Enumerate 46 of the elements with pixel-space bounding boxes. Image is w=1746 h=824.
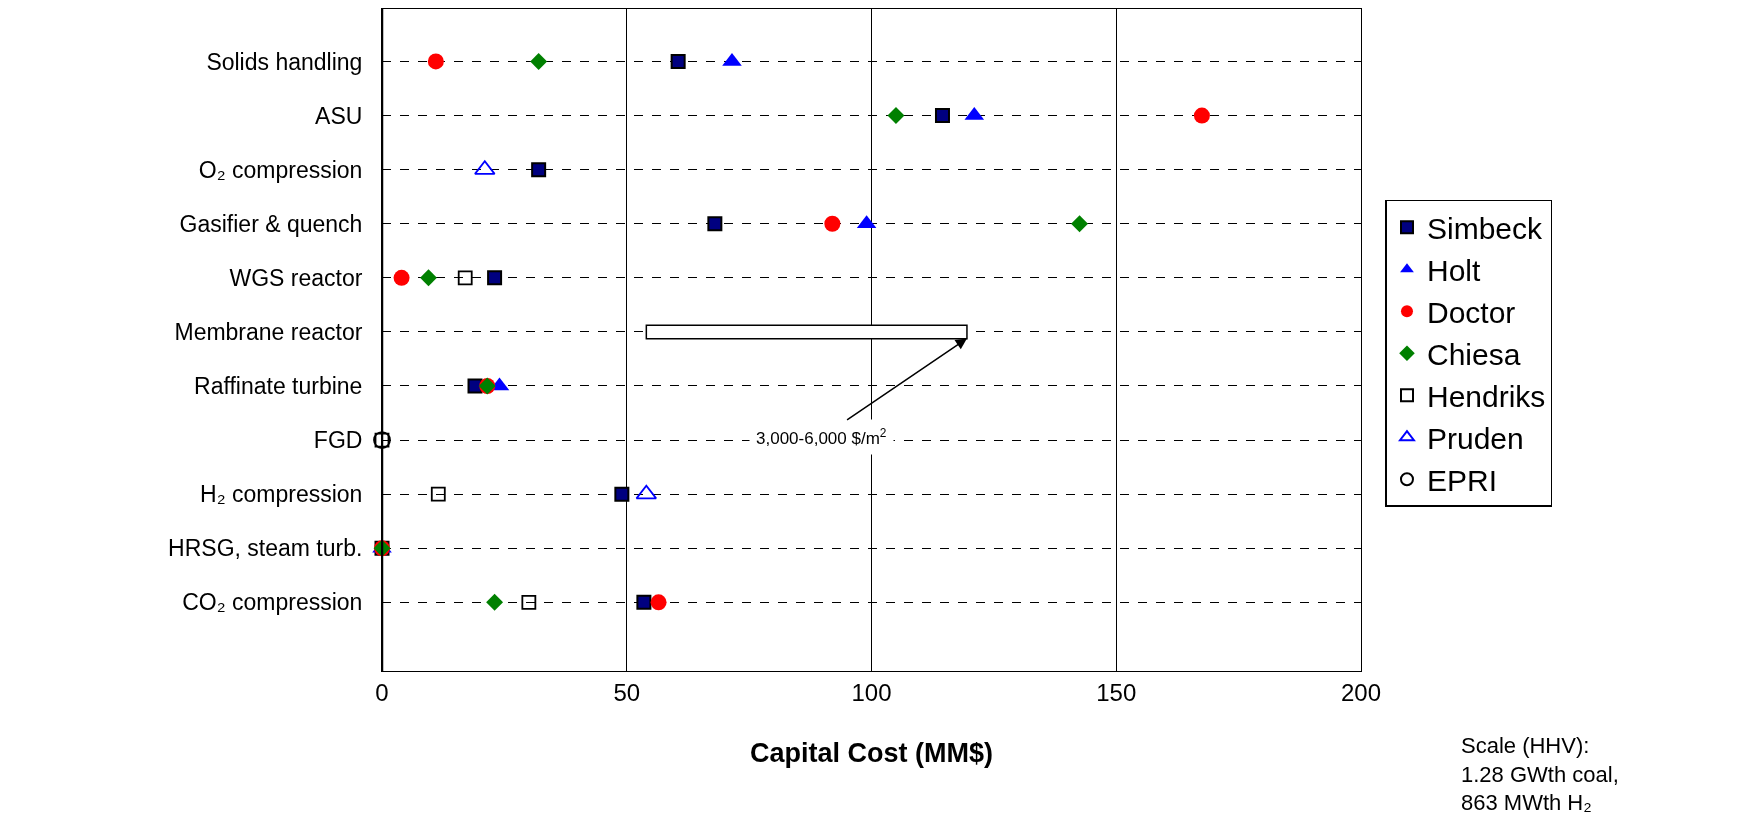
text: Scale (HHV): 1.28 GWth coal, 863 MWth H₂ xyxy=(1461,733,1619,816)
y-tick-label: Membrane reactor xyxy=(174,318,363,345)
legend-label: Pruden xyxy=(1426,421,1524,455)
y-tick-label: ASU xyxy=(315,102,363,129)
legend-label: Simbeck xyxy=(1426,211,1544,245)
x-tick-label: 0 xyxy=(375,678,389,706)
point xyxy=(707,216,723,232)
x-tick-label: 150 xyxy=(1096,678,1137,706)
legend-label: Hendriks xyxy=(1426,379,1546,413)
point xyxy=(457,270,473,286)
y-tick-label: HRSG, steam turb. xyxy=(168,535,363,562)
x-axis-title: Capital Cost (MM$) xyxy=(750,738,993,769)
point xyxy=(486,593,504,611)
point xyxy=(1193,107,1210,124)
point xyxy=(670,53,686,69)
y-tick-label: H₂ compression xyxy=(200,481,363,508)
point xyxy=(430,486,446,502)
legend-label: EPRI xyxy=(1426,463,1498,497)
x-tick-label: 50 xyxy=(613,678,641,706)
y-tick-label: Solids handling xyxy=(206,48,363,75)
y-tick-label: WGS reactor xyxy=(229,264,363,291)
point xyxy=(531,162,547,178)
point xyxy=(1071,215,1088,233)
legend-label: Chiesa xyxy=(1426,337,1521,371)
point xyxy=(487,270,503,286)
y-tick-label: Raffinate turbine xyxy=(194,373,363,400)
point xyxy=(420,269,437,287)
legend-label: Holt xyxy=(1426,253,1481,287)
y-tick-label: Gasifier & quench xyxy=(179,210,363,237)
point xyxy=(824,215,841,232)
point xyxy=(393,269,410,286)
annotation: 3,000-6,000 $/m$^{2}$ xyxy=(756,426,887,449)
legend-label: Doctor xyxy=(1426,295,1516,329)
point xyxy=(636,594,652,610)
point xyxy=(934,108,950,124)
y-tick-label: FGD xyxy=(313,427,363,454)
x-tick-label: 100 xyxy=(851,678,892,706)
point xyxy=(614,486,630,502)
point xyxy=(887,107,905,124)
y-tick-label: O₂ compression xyxy=(198,156,363,183)
point xyxy=(650,594,667,611)
y-tick-label: CO₂ compression xyxy=(182,589,363,616)
point xyxy=(427,53,444,70)
x-tick-label: 200 xyxy=(1340,678,1382,706)
point xyxy=(530,53,548,70)
point xyxy=(521,594,537,610)
